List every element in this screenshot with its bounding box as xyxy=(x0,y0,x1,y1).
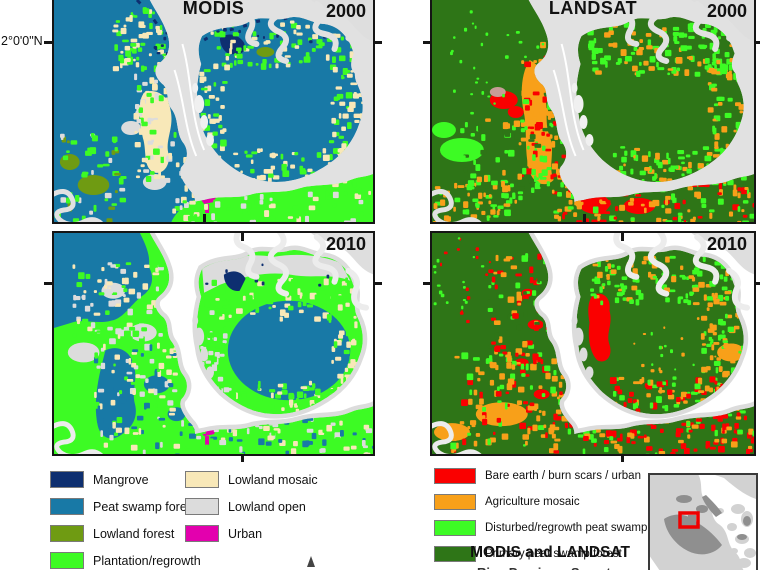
inset-study-area-box xyxy=(678,511,700,529)
legend-row-primary-peat-swamp: Primary peat swamp forest xyxy=(434,546,622,562)
legend-label: Agriculture mosaic xyxy=(485,496,580,508)
graticule-tick xyxy=(621,233,624,241)
legend-swatch xyxy=(185,471,219,488)
legend-row-plantation-regrowth: Plantation/regrowth xyxy=(50,552,201,569)
graticule-tick xyxy=(423,41,430,44)
graticule-tick xyxy=(755,282,760,285)
map-panel-modis-2010: 2010 xyxy=(52,231,375,456)
legend-swatch xyxy=(434,494,476,510)
legend-label: Mangrove xyxy=(93,472,149,487)
legend-row-disturbed-peat-swamp: Disturbed/regrowth peat swamp forest xyxy=(434,520,679,536)
panel-year: 2010 xyxy=(706,234,747,254)
legend-row-peat-swamp-forest: Peat swamp forest xyxy=(50,498,197,515)
graticule-tick xyxy=(375,41,382,44)
graticule-tick xyxy=(583,214,586,222)
graticule-tick xyxy=(621,456,624,462)
caption-title: MODIS and LANDSAT xyxy=(470,544,630,561)
graticule-tick xyxy=(241,233,244,241)
legend-swatch xyxy=(434,546,476,562)
panel-year: 2000 xyxy=(706,1,747,21)
legend-label: Primary peat swamp forest xyxy=(485,548,622,560)
legend-swatch xyxy=(50,471,84,488)
legend-label: Lowland forest xyxy=(93,526,175,541)
legend-swatch xyxy=(50,525,84,542)
latitude-label: 2°0'0"N xyxy=(1,34,43,48)
legend-label: Disturbed/regrowth peat swamp forest xyxy=(485,522,680,534)
legend-row-urban: Urban xyxy=(185,525,262,542)
panel-year: 2010 xyxy=(325,234,366,254)
legend-label: Lowland open xyxy=(228,499,306,514)
legend-swatch xyxy=(50,498,84,515)
caption-subtitle: Riau Province, Sumatra xyxy=(452,565,648,570)
legend-row-mangrove: Mangrove xyxy=(50,471,149,488)
graticule-tick xyxy=(203,214,206,222)
legend-row-lowland-mosaic: Lowland mosaic xyxy=(185,471,318,488)
map-panel-modis-2000: MODIS 2000 xyxy=(52,0,375,224)
legend-swatch xyxy=(185,525,219,542)
legend-swatch xyxy=(434,468,476,484)
legend-swatch xyxy=(434,520,476,536)
graticule-tick xyxy=(423,282,430,285)
land-cover-map-landsat-2000 xyxy=(432,0,754,222)
legend-label: Bare earth / burn scars / urban xyxy=(485,470,641,482)
panel-year: 2000 xyxy=(325,1,366,21)
legend-swatch xyxy=(50,552,84,569)
panel-title: LANDSAT xyxy=(548,0,638,18)
map-panel-landsat-2000: LANDSAT 2000 xyxy=(430,0,756,224)
graticule-tick xyxy=(755,41,760,44)
graticule-tick xyxy=(44,282,52,285)
legend-swatch xyxy=(185,498,219,515)
legend-row-bare-earth: Bare earth / burn scars / urban xyxy=(434,468,641,484)
legend-label: Peat swamp forest xyxy=(93,499,197,514)
inset-locator-map xyxy=(648,473,758,570)
legend-label: Plantation/regrowth xyxy=(93,553,201,568)
legend-row-lowland-forest: Lowland forest xyxy=(50,525,174,542)
legend-label: Urban xyxy=(228,526,263,541)
north-arrow-icon xyxy=(307,556,315,567)
graticule-tick xyxy=(241,456,244,462)
legend-row-agriculture-mosaic: Agriculture mosaic xyxy=(434,494,580,510)
map-panel-landsat-2010: 2010 xyxy=(430,231,756,456)
legend-label: Lowland mosaic xyxy=(228,472,318,487)
graticule-tick xyxy=(44,41,52,44)
land-cover-map-landsat-2010 xyxy=(432,233,754,454)
legend-row-lowland-open: Lowland open xyxy=(185,498,306,515)
panel-title: MODIS xyxy=(182,0,245,18)
inset-sumatra-map xyxy=(650,475,756,570)
land-cover-map-modis-2010 xyxy=(54,233,373,454)
graticule-tick xyxy=(375,282,382,285)
land-cover-map-modis-2000 xyxy=(54,0,373,222)
